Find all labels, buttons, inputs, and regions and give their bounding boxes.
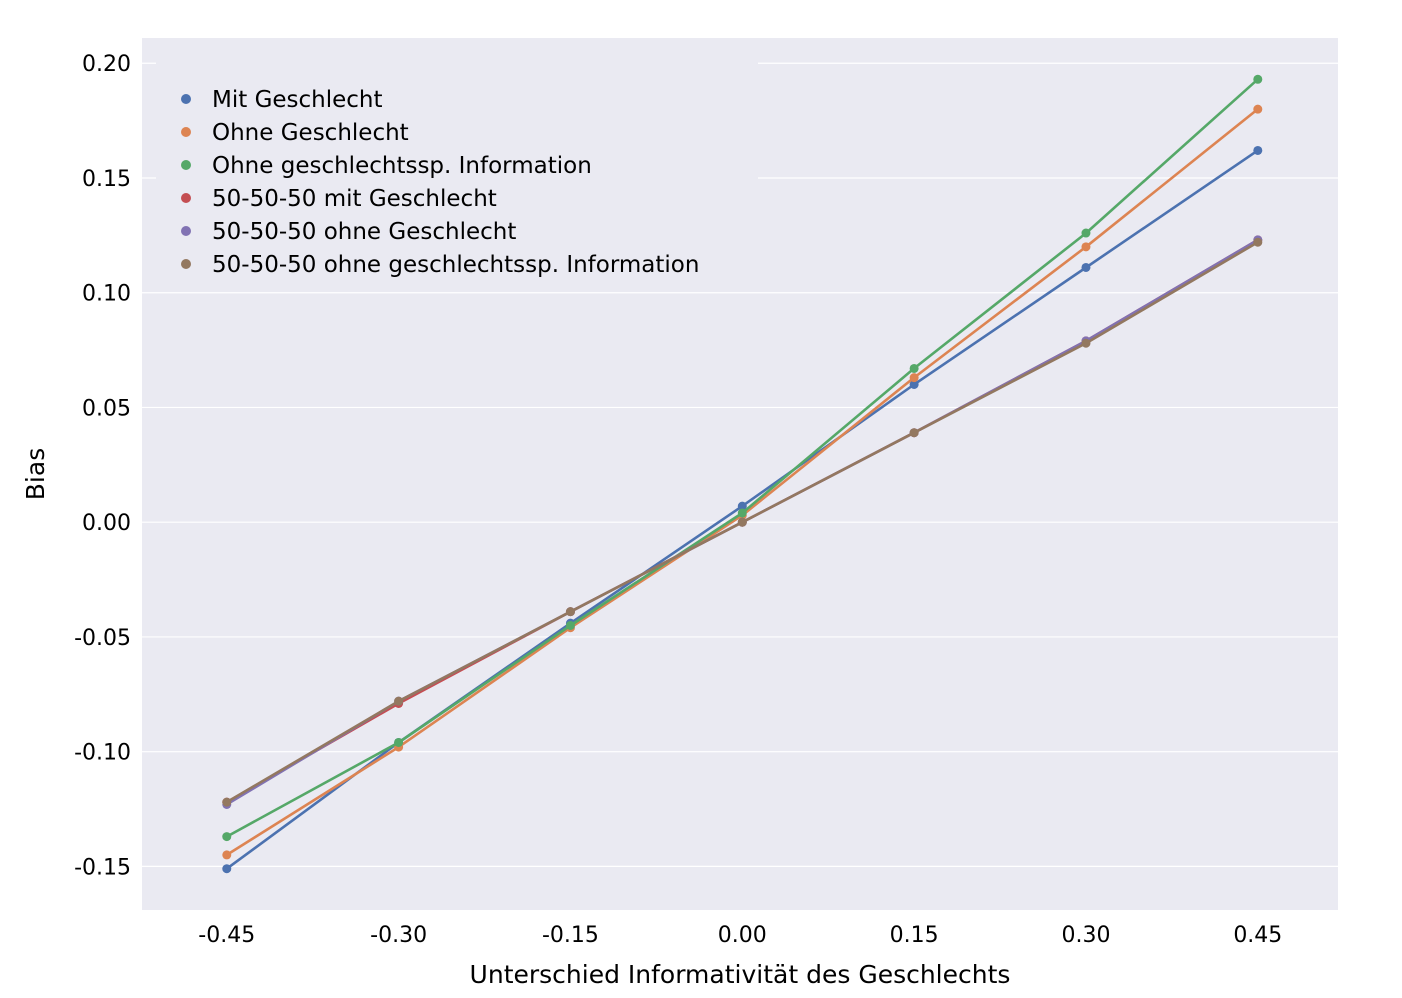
x-tick-label-2: -0.15 [542, 923, 599, 948]
y-tick-label-6: 0.15 [82, 167, 131, 192]
series-5-point-4 [909, 428, 919, 438]
series-2-point-0 [222, 832, 232, 842]
series-lines [222, 74, 1263, 874]
series-2-point-1 [394, 737, 404, 747]
series-1-point-0 [222, 850, 232, 860]
legend-label-0: Mit Geschlecht [212, 87, 383, 113]
legend-label-1: Ohne Geschlecht [212, 120, 409, 146]
series-5-point-5 [1081, 338, 1091, 348]
x-tick-label-4: 0.15 [890, 923, 939, 948]
x-axis-title: Unterschied Informativität des Geschlech… [470, 960, 1011, 989]
series-0-point-4 [909, 380, 919, 390]
legend-marker-5 [181, 259, 191, 269]
series-0-point-3 [737, 501, 747, 511]
series-5-point-0 [222, 797, 232, 807]
series-1-point-6 [1253, 104, 1263, 114]
x-axis-ticks: -0.45 -0.30 -0.15 0.00 0.15 0.30 0.45 [198, 923, 1282, 948]
legend-marker-1 [181, 127, 191, 137]
series-0-point-5 [1081, 262, 1091, 272]
y-tick-label-2: -0.05 [74, 626, 131, 651]
y-tick-label-5: 0.10 [82, 282, 131, 307]
series-2-point-6 [1253, 74, 1263, 84]
series-1-point-5 [1081, 242, 1091, 252]
y-axis-title: Bias [21, 448, 50, 500]
series-2-point-4 [909, 363, 919, 373]
y-tick-label-0: -0.15 [74, 855, 131, 880]
series-0-point-6 [1253, 145, 1263, 155]
y-tick-label-4: 0.05 [82, 396, 131, 421]
series-5-point-3 [737, 517, 747, 527]
legend-label-4: 50-50-50 ohne Geschlecht [212, 219, 516, 245]
x-tick-label-3: 0.00 [718, 923, 767, 948]
series-5-point-2 [565, 607, 575, 617]
legend-label-3: 50-50-50 mit Geschlecht [212, 186, 497, 212]
series-2-point-3 [737, 508, 747, 518]
legend-marker-4 [181, 226, 191, 236]
y-tick-label-3: 0.00 [82, 511, 131, 536]
series-5-point-1 [394, 696, 404, 706]
series-5-point-6 [1253, 237, 1263, 247]
legend-label-5: 50-50-50 ohne geschlechtssp. Information [212, 252, 699, 278]
legend-marker-3 [181, 193, 191, 203]
legend-box [156, 62, 758, 292]
x-tick-label-5: 0.30 [1061, 923, 1110, 948]
legend-marker-2 [181, 160, 191, 170]
legend-marker-0 [181, 94, 191, 104]
legend-label-2: Ohne geschlechtssp. Information [212, 153, 592, 179]
series-1-point-4 [909, 373, 919, 383]
series-2-point-5 [1081, 228, 1091, 238]
series-0-point-0 [222, 864, 232, 874]
x-tick-label-6: 0.45 [1233, 923, 1282, 948]
y-axis-ticks: -0.15 -0.10 -0.05 0.00 0.05 0.10 0.15 0.20 [74, 52, 131, 880]
y-tick-label-1: -0.10 [74, 741, 131, 766]
y-tick-label-7: 0.20 [82, 52, 131, 77]
x-tick-label-1: -0.30 [370, 923, 427, 948]
series-2-point-2 [565, 620, 575, 630]
legend: Mit Geschlecht Ohne Geschlecht Ohne geschl… [156, 62, 758, 292]
x-tick-label-0: -0.45 [198, 923, 255, 948]
